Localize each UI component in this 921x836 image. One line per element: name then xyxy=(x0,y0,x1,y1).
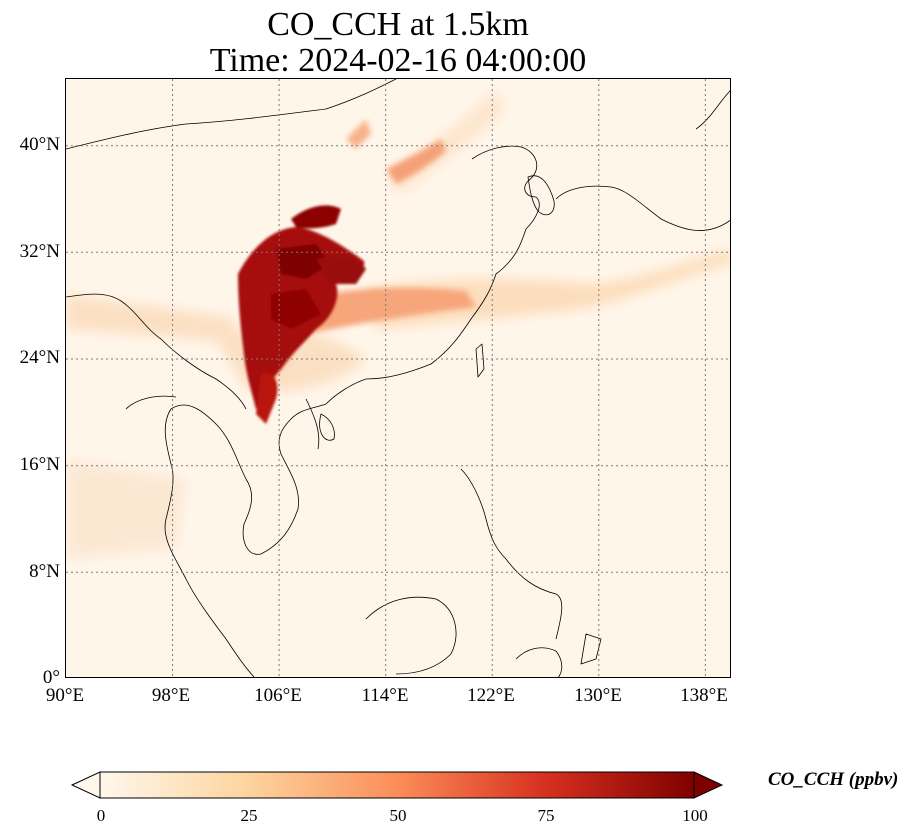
colorbar-tick-25: 25 xyxy=(240,806,258,825)
colorbar-tick-100: 100 xyxy=(682,806,708,825)
gridlines xyxy=(66,79,730,677)
x-tick-138E: 138°E xyxy=(680,685,728,706)
x-tick-114E: 114°E xyxy=(361,685,409,706)
x-tick-106E: 106°E xyxy=(254,685,302,706)
plume-core xyxy=(238,205,366,424)
y-tick-16N: 16°N xyxy=(19,454,60,475)
x-tick-130E: 130°E xyxy=(574,685,622,706)
x-tick-122E: 122°E xyxy=(467,685,515,706)
y-tick-8N: 8°N xyxy=(29,561,60,582)
map-time: Time: 2024-02-16 04:00:00 xyxy=(209,42,587,79)
y-tick-0: 0° xyxy=(42,667,60,688)
colorbar xyxy=(70,771,724,799)
y-tick-40N: 40°N xyxy=(19,134,60,155)
map-title: CO_CCH at 1.5km xyxy=(267,6,529,43)
map-panel xyxy=(65,78,731,678)
colorbar-max-extend xyxy=(693,771,724,799)
colorbar-tick-75: 75 xyxy=(537,806,555,825)
x-tick-98E: 98°E xyxy=(151,685,191,706)
y-tick-32N: 32°N xyxy=(19,241,60,262)
coastlines xyxy=(66,79,730,677)
colorbar-gradient xyxy=(99,771,695,799)
colorbar-tick-50: 50 xyxy=(389,806,407,825)
x-tick-90E: 90°E xyxy=(45,685,85,706)
concentration-map xyxy=(66,79,730,677)
colorbar-tick-0: 0 xyxy=(96,806,106,825)
y-tick-24N: 24°N xyxy=(19,347,60,368)
plume-light xyxy=(66,89,730,559)
colorbar-min-extend xyxy=(70,771,101,799)
colorbar-label: CO_CCH (ppbv) xyxy=(768,769,899,790)
